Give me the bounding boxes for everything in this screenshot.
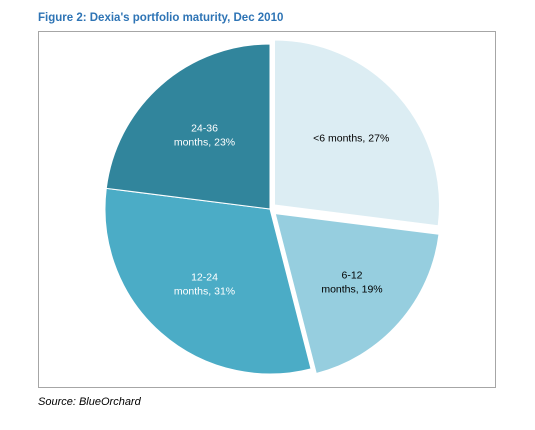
source-note: Source: BlueOrchard [38,396,141,408]
figure-title: Figure 2: Dexia's portfolio maturity, De… [38,12,284,24]
pie-label-6-12-months: 6-12 months, 19% [321,269,382,295]
chart-area: <6 months, 27% 6-12 months, 19% 12-24 months… [38,31,496,388]
pie-label-24-36-months: 24-36 months, 23% [174,123,235,149]
pie-chart: <6 months, 27% 6-12 months, 19% 12-24 months… [104,39,441,375]
pie-label-6-months: <6 months, 27% [313,132,389,144]
pie-slice-24-36-months [105,43,271,210]
pie-slice-6-12-months [274,213,440,375]
pie-slice-12-24-months [104,187,312,375]
pie-label-12-24-months: 12-24 months, 31% [174,271,235,297]
pie-slice-6-months [274,39,441,227]
